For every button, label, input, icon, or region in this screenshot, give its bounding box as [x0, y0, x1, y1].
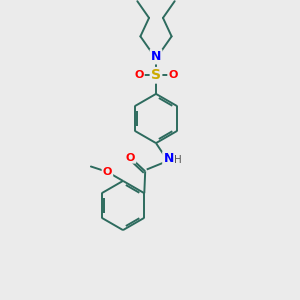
Text: S: S [151, 68, 161, 82]
Text: O: O [126, 152, 135, 163]
Text: N: N [151, 50, 161, 63]
Text: N: N [164, 152, 174, 165]
Text: O: O [168, 70, 178, 80]
Text: H: H [174, 155, 182, 165]
Text: O: O [134, 70, 144, 80]
Text: O: O [103, 167, 112, 177]
